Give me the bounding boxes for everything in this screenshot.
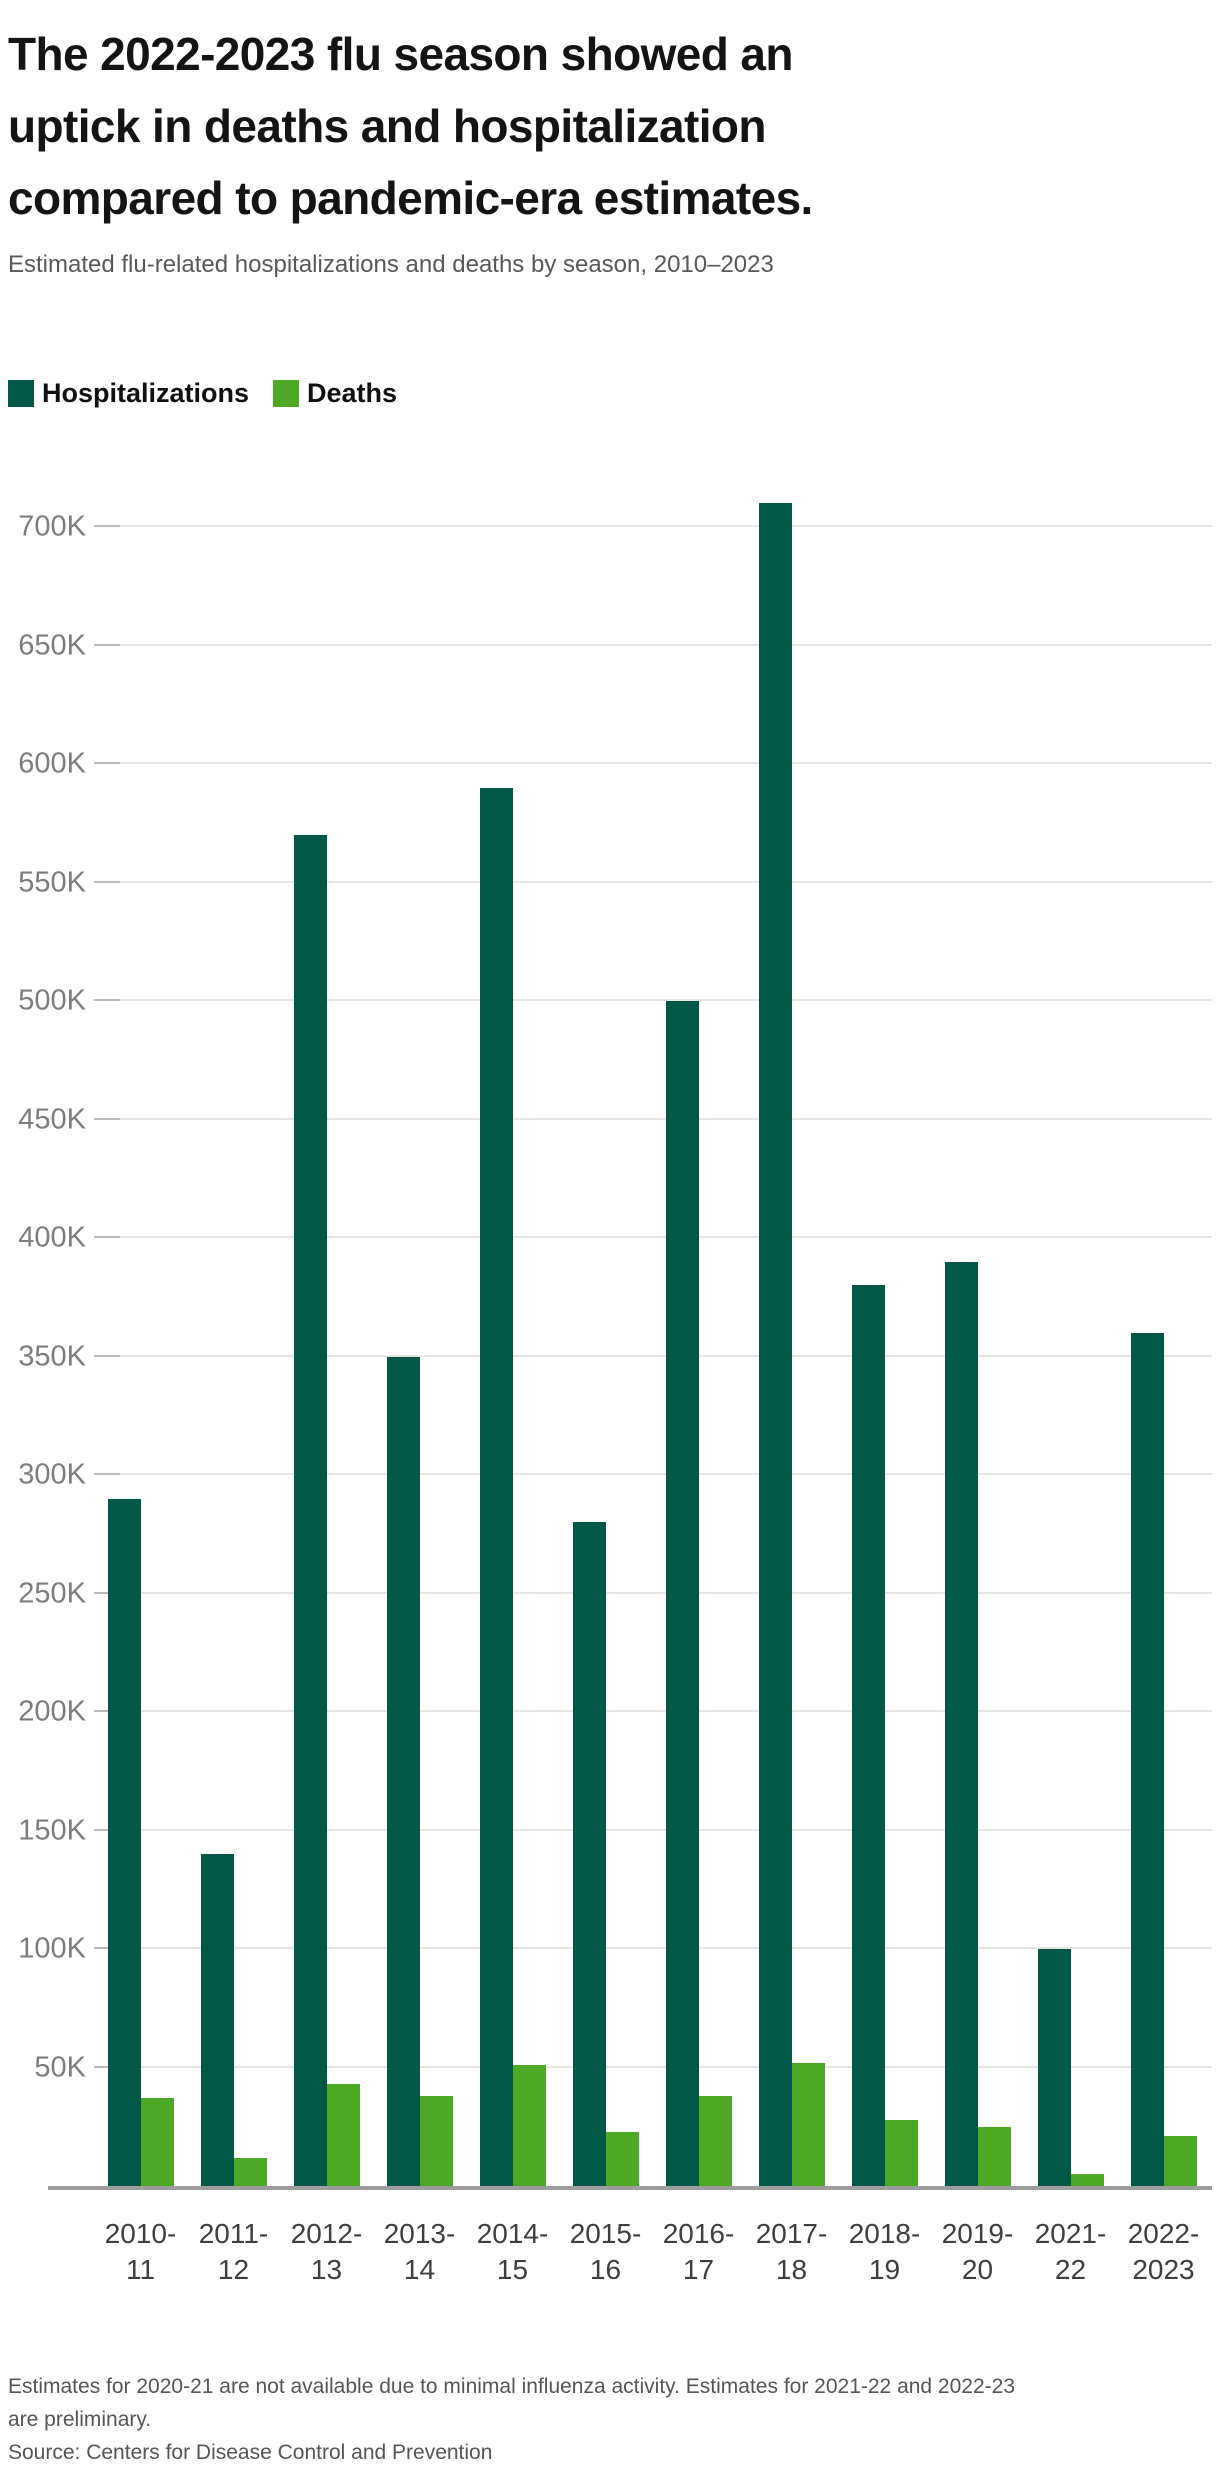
gridline: [94, 1236, 1212, 1239]
deaths-swatch: [273, 380, 300, 407]
y-axis-tick-label: 100K: [18, 1932, 86, 1965]
x-axis-labels: 2010- 11 2011- 12 2012- 13 2013- 14 2014- 15 2015-…: [94, 2216, 1210, 2288]
gridline: [94, 1710, 1212, 1713]
bar-group: [838, 456, 931, 2186]
bar-hospitalizations: [944, 1261, 978, 2186]
legend-label-hospitalizations: Hospitalizations: [42, 378, 250, 408]
bar-chart: 50K 100K 150K 200K 250K 300K 350K 400K 450K 500K 5…: [8, 456, 1212, 2288]
y-axis-tick-label: 600K: [18, 747, 86, 780]
x-axis-tick-label: 2016- 17: [662, 2218, 735, 2285]
y-axis-tick-label: 450K: [18, 1103, 86, 1136]
bar-group: [652, 456, 745, 2186]
footer-note-line-2: are preliminary.: [8, 2408, 152, 2431]
chart-subtitle: Estimated flu-related hospitalizations a…: [8, 251, 774, 278]
bar-deaths: [1163, 2136, 1197, 2186]
bar-group: [1117, 456, 1210, 2186]
bar-group: [559, 456, 652, 2186]
x-axis-tick-label: 2019- 20: [941, 2218, 1014, 2285]
bar-hospitalizations: [107, 1498, 141, 2186]
x-axis-line: [48, 2186, 1212, 2190]
x-axis-tick-label: 2017- 18: [755, 2218, 828, 2285]
x-axis-tick-label: 2011- 12: [198, 2218, 269, 2285]
y-axis-tick-label: 200K: [18, 1695, 86, 1728]
gridline: [94, 880, 1212, 883]
bar-hospitalizations: [758, 503, 792, 2186]
bar-hospitalizations: [200, 1854, 234, 2186]
y-axis-tick-label: 50K: [34, 2051, 86, 2084]
bar-deaths: [326, 2084, 360, 2186]
bar-hospitalizations: [1037, 1949, 1071, 2186]
bar-deaths: [698, 2095, 732, 2186]
legend-item-deaths: Deaths: [273, 378, 397, 409]
gridline: [94, 1117, 1212, 1120]
chart-title-line-3: compared to pandemic-era estimates.: [8, 172, 813, 224]
bar-group: [745, 456, 838, 2186]
bar-group: [466, 456, 559, 2186]
footer-note-line-1: Estimates for 2020-21 are not available …: [8, 2375, 1016, 2398]
gridline: [94, 1947, 1212, 1950]
y-axis-tick-label: 150K: [18, 1814, 86, 1847]
x-axis-tick-label: 2018- 19: [848, 2218, 921, 2285]
bar-deaths: [512, 2065, 546, 2186]
bar-hospitalizations: [665, 1001, 699, 2186]
gridline: [94, 2065, 1212, 2068]
y-axis-tick-label: 250K: [18, 1577, 86, 1610]
source-note: Source: Centers for Disease Control and …: [8, 2441, 493, 2464]
x-axis-tick-label: 2013- 14: [383, 2218, 456, 2285]
x-axis-tick-label: 2012- 13: [290, 2218, 363, 2285]
gridline: [94, 1473, 1212, 1476]
x-axis-tick-label: 2022- 2023: [1127, 2218, 1200, 2285]
gridline: [94, 1828, 1212, 1831]
bar-group: [187, 456, 280, 2186]
legend: Hospitalizations Deaths: [8, 378, 1212, 409]
chart-title: The 2022-2023 flu season showed an uptic…: [8, 18, 1212, 234]
x-axis-tick-label: 2021- 22: [1034, 2218, 1107, 2285]
plot-area: 50K 100K 150K 200K 250K 300K 350K 400K 450K 500K 5…: [8, 456, 1212, 2186]
chart-title-line-2: uptick in deaths and hospitalization: [8, 100, 767, 152]
bar-hospitalizations: [479, 787, 513, 2186]
gridline: [94, 1354, 1212, 1357]
bar-deaths: [977, 2126, 1011, 2186]
bar-deaths: [791, 2062, 825, 2186]
bar-group: [373, 456, 466, 2186]
gridline: [94, 643, 1212, 646]
bar-hospitalizations: [1130, 1332, 1164, 2186]
y-axis-tick-label: 350K: [18, 1340, 86, 1373]
x-axis-tick-label: 2010- 11: [104, 2218, 177, 2285]
bar-deaths: [605, 2131, 639, 2186]
bar-deaths: [1070, 2174, 1104, 2186]
bar-deaths: [140, 2098, 174, 2186]
chart-title-line-1: The 2022-2023 flu season showed an: [8, 28, 794, 80]
bar-deaths: [884, 2119, 918, 2186]
gridline: [94, 525, 1212, 528]
bar-group: [1024, 456, 1117, 2186]
bar-group: [280, 456, 373, 2186]
legend-label-deaths: Deaths: [307, 378, 398, 408]
y-axis-tick-label: 550K: [18, 866, 86, 899]
gridline: [94, 999, 1212, 1002]
y-axis-tick-label: 500K: [18, 984, 86, 1017]
y-axis-tick-label: 650K: [18, 629, 86, 662]
bar-deaths: [419, 2095, 453, 2186]
gridline: [94, 762, 1212, 765]
bar-deaths: [233, 2157, 267, 2186]
hospitalizations-swatch: [8, 380, 34, 407]
y-axis-tick-label: 700K: [18, 510, 86, 543]
x-axis-tick-label: 2015- 16: [569, 2218, 642, 2285]
footer: Estimates for 2020-21 are not available …: [8, 2370, 1212, 2469]
bar-group: [931, 456, 1024, 2186]
bar-hospitalizations: [572, 1522, 606, 2186]
y-axis-tick-label: 400K: [18, 1221, 86, 1254]
y-axis-tick-label: 300K: [18, 1458, 86, 1491]
legend-item-hospitalizations: Hospitalizations: [8, 378, 249, 409]
bar-hospitalizations: [851, 1285, 885, 2186]
gridline: [94, 1591, 1212, 1594]
bars-layer: [94, 456, 1210, 2186]
x-axis-tick-label: 2014- 15: [476, 2218, 549, 2285]
bar-hospitalizations: [386, 1356, 420, 2186]
bar-group: [94, 456, 187, 2186]
bar-hospitalizations: [293, 835, 327, 2186]
